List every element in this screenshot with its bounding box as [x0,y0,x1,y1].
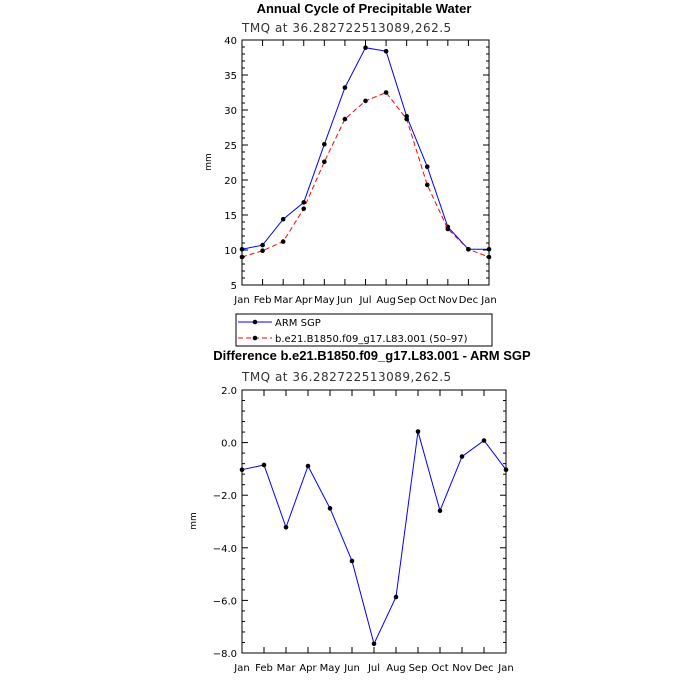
x-tick-label: Jan [497,663,513,674]
series-line-b-e21-b1850-f09-g17-l83-001-50-97 [241,91,490,258]
data-point-series-1 [459,454,465,459]
y-tick-label: 5 [231,281,237,292]
data-point-b-e21-b1850-f09-g17-l83-001-50-97 [404,116,409,122]
x-tick-label: Aug [376,295,396,306]
data-point-series-1 [503,467,509,472]
x-tick-label: Dec [474,663,493,674]
x-tick-label: Oct [431,663,448,674]
data-point-b-e21-b1850-f09-g17-l83-001-50-97 [424,182,430,188]
y-tick-label: 30 [224,106,237,117]
y-tick-label: −4.0 [213,544,237,555]
data-point-series-1 [371,641,377,647]
series-line-arm-sgp [241,47,489,250]
x-tick-label: Jul [367,663,380,674]
legend-label-arm-sgp: ARM SGP [275,318,321,329]
x-tick-label: Sep [397,295,416,306]
y-tick-label: 25 [224,141,237,152]
data-point-arm-sgp [363,45,368,50]
y-tick-label: 20 [224,176,237,187]
data-point-series-1 [481,438,487,443]
plot-frame [241,39,490,286]
data-point-b-e21-b1850-f09-g17-l83-001-50-97 [383,90,389,95]
chart-title: Annual Cycle of Precipitable Water [257,1,472,16]
data-point-series-1 [261,462,267,468]
data-point-b-e21-b1850-f09-g17-l83-001-50-97 [322,159,327,165]
x-tick-label: May [320,663,341,674]
legend-marker-model [252,335,258,341]
x-tick-label: Apr [299,663,317,674]
x-tick-label: Jul [358,295,371,306]
data-point-b-e21-b1850-f09-g17-l83-001-50-97 [466,247,471,252]
data-point-b-e21-b1850-f09-g17-l83-001-50-97 [260,248,265,253]
x-tick-label: Apr [295,295,313,306]
y-tick-label: −8.0 [213,649,237,660]
legend-label-model: b.e21.B1850.f09_g17.L83.001 (50–97) [275,334,468,345]
legend-box [235,313,493,347]
data-point-b-e21-b1850-f09-g17-l83-001-50-97 [486,254,492,260]
data-point-series-1 [283,524,289,530]
x-tick-label: Sep [409,663,428,674]
data-point-series-1 [349,558,355,564]
x-tick-label: Jan [480,295,496,306]
data-point-series-1 [239,467,245,472]
data-point-series-1 [437,508,443,514]
data-point-arm-sgp [301,200,307,205]
data-point-arm-sgp [239,247,245,252]
data-point-b-e21-b1850-f09-g17-l83-001-50-97 [280,239,286,244]
data-point-series-1 [327,506,333,511]
x-tick-label: Jan [233,663,249,674]
y-tick-label: 10 [224,246,237,257]
x-tick-label: Mar [274,295,294,306]
y-tick-label: −6.0 [213,596,237,607]
x-tick-label: Oct [419,295,436,306]
y-tick-label: 40 [224,36,237,47]
data-point-arm-sgp [342,85,348,90]
chart-subtitle: TMQ at 36.282722513089,262.5 [241,21,452,35]
difference-chart: Difference b.e21.B1850.f09_g17.L83.001 -… [189,348,531,674]
x-tick-label: Jan [233,295,249,306]
data-point-series-1 [393,594,399,600]
x-tick-label: Feb [254,295,272,306]
data-point-arm-sgp [383,48,389,54]
data-point-arm-sgp [322,142,327,147]
data-point-b-e21-b1850-f09-g17-l83-001-50-97 [445,226,451,232]
y-axis-label: mm [204,153,214,171]
x-tick-label: Nov [438,295,458,306]
x-tick-label: May [314,295,335,306]
legend: ARM SGP b.e21.B1850.f09_g17.L83.001 (50–… [235,313,493,347]
series-line-series-1 [241,431,507,646]
x-tick-label: Dec [459,295,478,306]
chart-subtitle: TMQ at 36.282722513089,262.5 [241,370,452,384]
data-point-arm-sgp [486,247,492,252]
data-point-series-1 [415,429,421,434]
data-point-b-e21-b1850-f09-g17-l83-001-50-97 [342,116,348,122]
y-tick-label: 2.0 [221,386,237,397]
data-point-arm-sgp [280,216,286,222]
chart-title: Difference b.e21.B1850.f09_g17.L83.001 -… [213,348,531,363]
y-axis-label: mm [189,512,199,530]
data-point-b-e21-b1850-f09-g17-l83-001-50-97 [301,206,307,211]
data-point-series-1 [305,463,311,469]
x-tick-label: Mar [277,663,297,674]
annual-cycle-chart: Annual Cycle of Precipitable Water TMQ a… [204,1,497,347]
x-tick-label: Jun [343,663,360,674]
plot-frame [241,389,507,654]
data-point-arm-sgp [260,242,265,248]
x-tick-label: Feb [255,663,273,674]
x-tick-label: Nov [452,663,472,674]
legend-marker-arm-sgp [252,319,258,325]
y-tick-label: 0.0 [221,439,237,450]
data-point-b-e21-b1850-f09-g17-l83-001-50-97 [239,254,245,260]
data-point-b-e21-b1850-f09-g17-l83-001-50-97 [363,98,368,104]
data-point-arm-sgp [424,164,430,169]
x-tick-label: Jun [336,295,353,306]
x-tick-label: Aug [386,663,406,674]
y-tick-label: 15 [224,211,237,222]
y-tick-label: 35 [224,71,237,82]
y-tick-label: −2.0 [213,491,237,502]
